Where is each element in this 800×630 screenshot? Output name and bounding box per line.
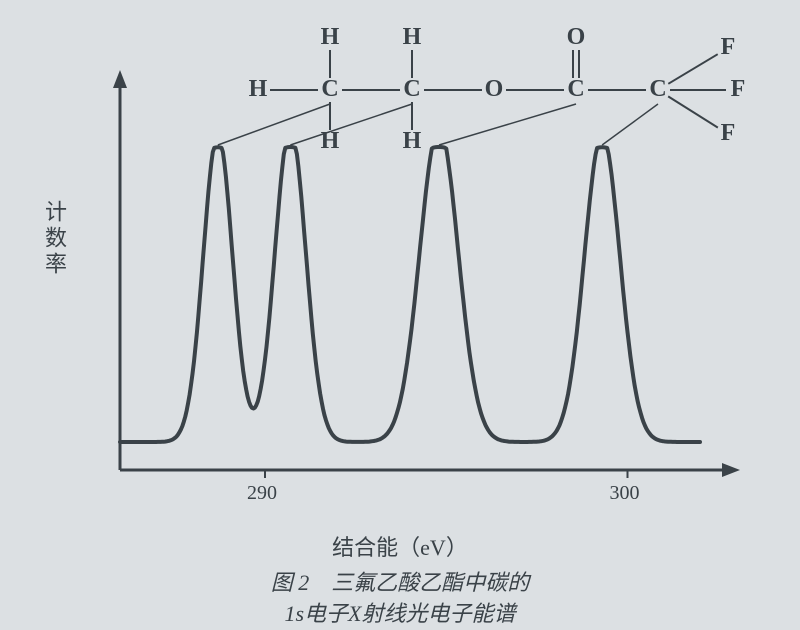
caption-line-1: 图 2 三氟乙酸乙酯中碳的 (271, 570, 530, 595)
atom-C3: C (566, 76, 586, 103)
atom-H_l: H (248, 76, 268, 103)
atom-O1: O (484, 76, 504, 103)
x-tick-290: 290 (247, 482, 277, 505)
figure-caption: 图 2 三氟乙酸乙酯中碳的 1s电子X射线光电子能谱 (60, 568, 740, 630)
atom-O2: O (566, 24, 586, 51)
atom-F3: F (718, 120, 738, 147)
atom-C1: C (320, 76, 340, 103)
x-tick-300: 300 (610, 482, 640, 505)
atom-F2: F (728, 76, 748, 103)
chart-area: 290 300 结合能（eV） 图 2 三氟乙酸乙酯中碳的 1s电子X射线光电子… (60, 20, 740, 600)
atom-H_t1: H (320, 24, 340, 51)
caption-line-2: 1s电子X射线光电子能谱 (284, 601, 515, 626)
atom-H_b2: H (402, 128, 422, 155)
atom-C4: C (648, 76, 668, 103)
atom-H_b1: H (320, 128, 340, 155)
atom-H_t2: H (402, 24, 422, 51)
atom-C2: C (402, 76, 422, 103)
atom-F1: F (718, 34, 738, 61)
spectrum-svg (60, 20, 740, 490)
x-axis-label: 结合能（eV） (60, 530, 740, 562)
